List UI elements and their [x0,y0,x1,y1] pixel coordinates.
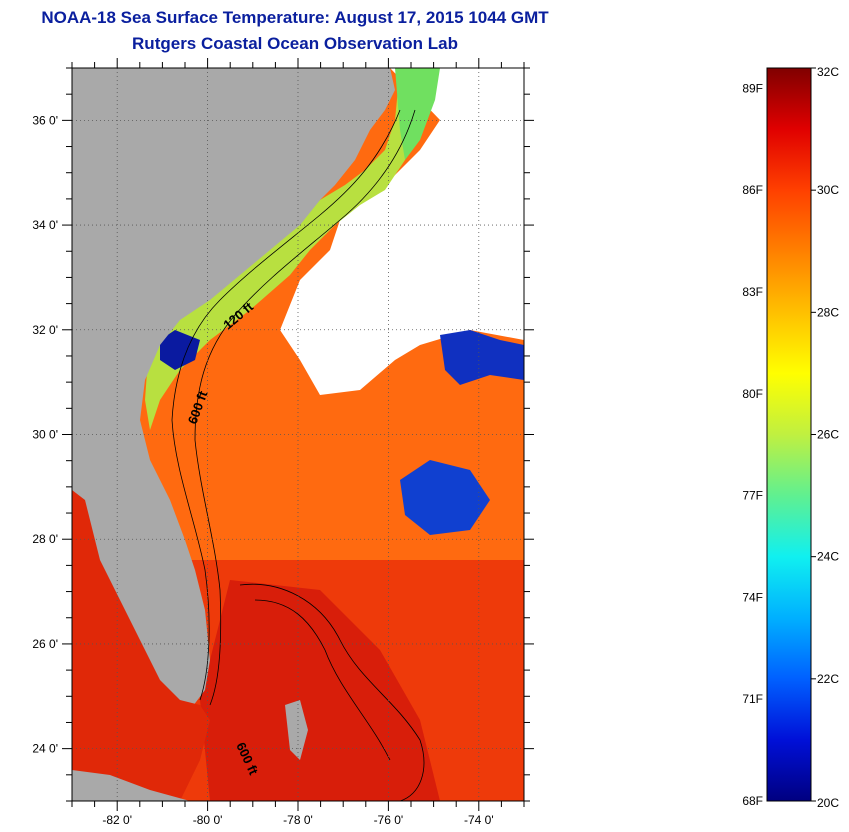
latitude-label: 32 0' [32,323,58,337]
isobath-120ft [171,109,401,701]
colorbar-label-fahrenheit: 86F [742,183,763,197]
colorbar-label-celsius: 22C [817,672,839,686]
longitude-label: -82 0' [102,813,132,827]
latitude-labels: 36 0' 34 0' 32 0' 30 0' 28 0' 26 0' 24 0' [32,113,58,755]
map-title: NOAA-18 Sea Surface Temperature: August … [41,8,549,27]
colorbar-label-fahrenheit: 83F [742,285,763,299]
warm-water-bahamas [200,580,440,801]
longitude-label: -76 0' [374,813,404,827]
axis-ticks [62,58,534,811]
land-cuba [72,770,190,801]
latitude-label: 26 0' [32,637,58,651]
graticule [72,68,524,801]
colorbar-label-celsius: 30C [817,183,839,197]
colorbar: 32C 30C 28C 26C 24C 22C 20C 89F 86F 83F 80F 77F 74F 7… [742,65,839,810]
longitude-label: -80 0' [193,813,223,827]
latitude-label: 28 0' [32,532,58,546]
shelf-blue-patches [160,330,200,370]
shelf-water-cool [145,68,420,430]
gulf-warm-water [72,490,210,801]
land-andros-island [285,700,308,760]
colorbar-label-celsius: 26C [817,428,839,442]
map-area [72,68,524,801]
colorbar-gradient [767,68,811,801]
colorbar-label-celsius: 24C [817,550,839,564]
isobath-bahamas-bank [239,583,425,801]
colorbar-label-fahrenheit: 77F [742,489,763,503]
upwelling-blue-center [400,460,490,535]
colorbar-label-celsius: 32C [817,65,839,79]
latitude-label: 24 0' [32,742,58,756]
isobath-bahamas-inner [254,599,391,761]
colorbar-label-celsius: 20C [817,796,839,810]
colorbar-label-fahrenheit: 89F [742,81,763,95]
latitude-label: 36 0' [32,113,58,127]
longitude-label: -74 0' [464,813,494,827]
longitude-label: -78 0' [283,813,313,827]
colorbar-labels: 32C 30C 28C 26C 24C 22C 20C 89F 86F 83F 80F 77F 74F 7… [742,65,839,810]
isobath-600ft [194,109,416,706]
latitude-label: 34 0' [32,218,58,232]
colorbar-label-fahrenheit: 80F [742,387,763,401]
longitude-labels: -82 0' -80 0' -78 0' -76 0' -74 0' [102,813,493,827]
colorbar-label-fahrenheit: 74F [742,590,763,604]
land-southeast-us [72,68,395,710]
latitude-label: 30 0' [32,428,58,442]
upwelling-blue-east [440,330,524,385]
map-subtitle: Rutgers Coastal Ocean Observation Lab [132,34,458,53]
cloud-no-data-region [280,68,524,395]
nc-outer-banks-water [395,68,440,160]
colorbar-label-celsius: 28C [817,305,839,319]
colorbar-label-fahrenheit: 71F [742,692,763,706]
colorbar-label-fahrenheit: 68F [742,794,763,808]
isobath-contours [171,109,425,801]
